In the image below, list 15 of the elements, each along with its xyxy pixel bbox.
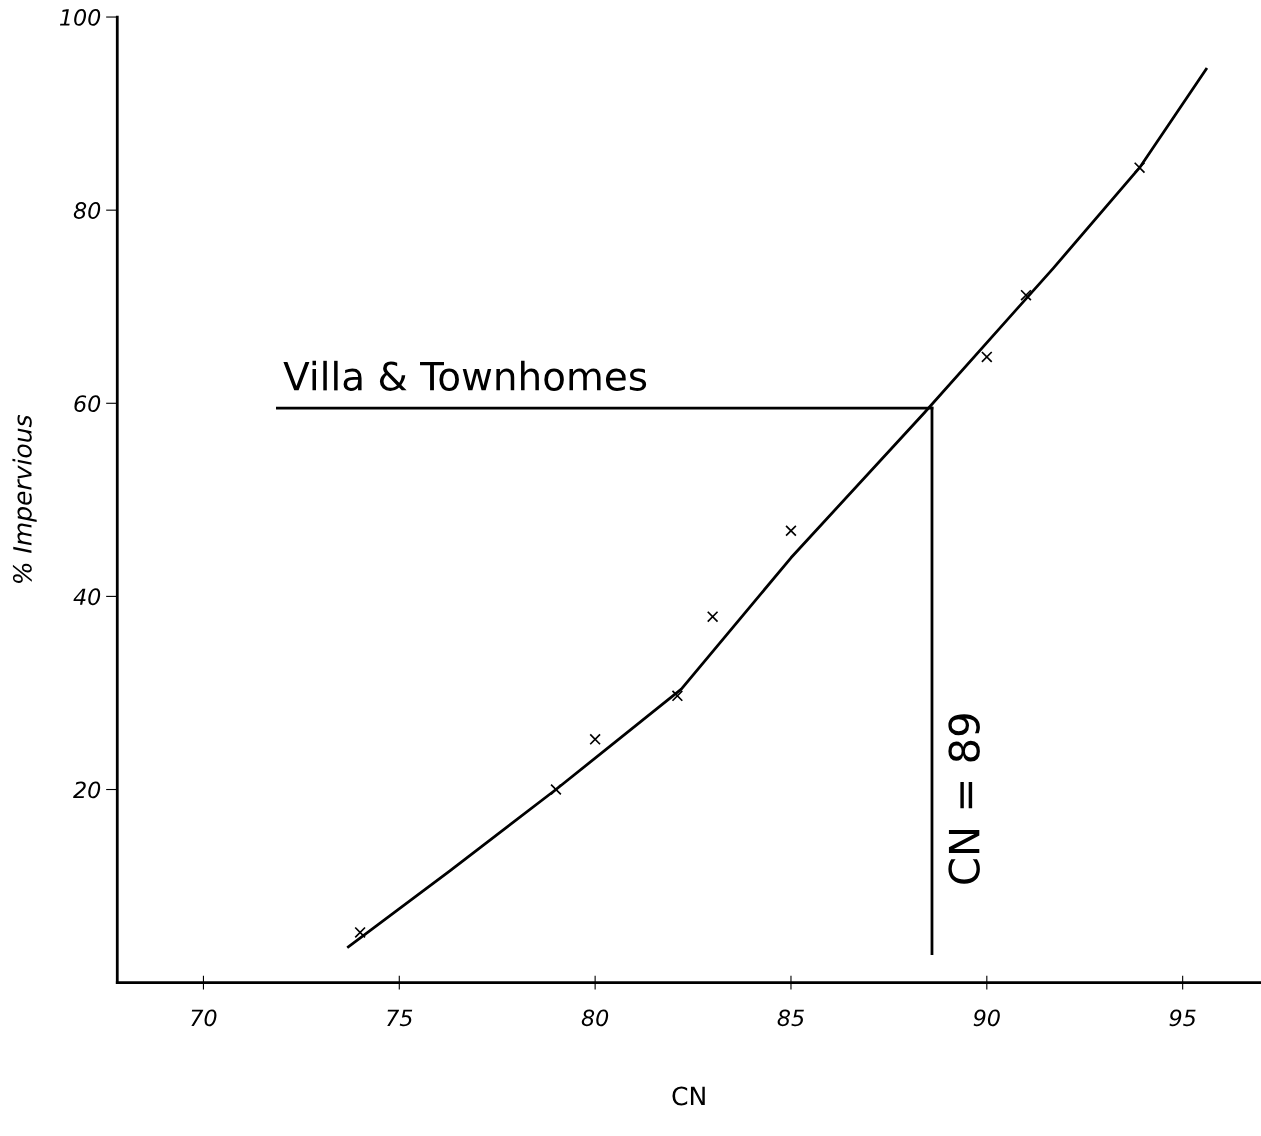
x-tick-label: 90 — [973, 1009, 1000, 1027]
y-tick-label: 40 — [73, 588, 101, 606]
ref-line-label: Villa & Townhomes — [283, 360, 647, 391]
x-tick-label: 70 — [191, 1009, 217, 1027]
x-tick-label: 80 — [581, 1009, 609, 1027]
y-axis-title: % Impervious — [12, 414, 37, 583]
x-tick-label: 75 — [387, 1009, 413, 1027]
x-axis-title: CN — [672, 1086, 705, 1106]
y-tick-label: 60 — [74, 395, 101, 413]
y-tick-label: 20 — [73, 781, 101, 799]
x-tick-label: 85 — [777, 1009, 804, 1027]
x-tick-label: 95 — [1169, 1009, 1196, 1027]
y-tick-label: 80 — [73, 202, 101, 219]
ref-line-label: CN = 89 — [948, 714, 980, 884]
y-tick-label: 100 — [59, 8, 101, 26]
